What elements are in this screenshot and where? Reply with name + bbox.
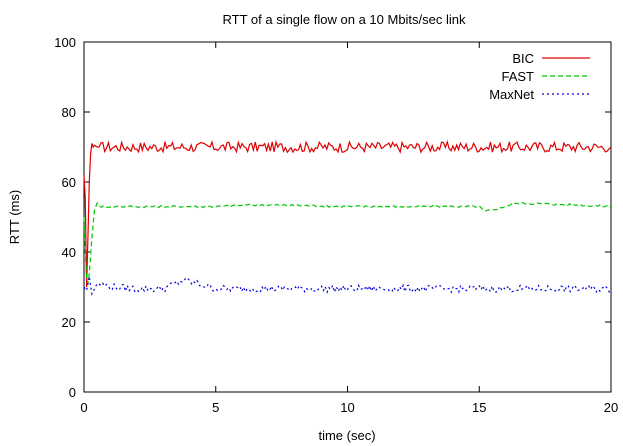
y-tick-label: 40 <box>62 245 76 260</box>
legend: BIC FAST MaxNet <box>489 51 590 102</box>
x-tick-label: 20 <box>604 400 618 415</box>
chart-title: RTT of a single flow on a 10 Mbits/sec l… <box>222 12 466 27</box>
y-tick-label: 0 <box>69 385 76 400</box>
y-tick-label: 100 <box>54 35 76 50</box>
legend-label-fast: FAST <box>501 69 534 84</box>
series-line-fast <box>83 201 612 284</box>
x-tick-label: 10 <box>340 400 354 415</box>
y-tick-label: 60 <box>62 175 76 190</box>
x-tick-label: 0 <box>80 400 87 415</box>
legend-label-bic: BIC <box>512 51 534 66</box>
x-tick-label: 5 <box>212 400 219 415</box>
y-tick-label: 20 <box>62 315 76 330</box>
legend-label-maxnet: MaxNet <box>489 87 534 102</box>
series-layer <box>83 139 612 296</box>
series-line-bic <box>83 139 612 288</box>
x-tick-label: 15 <box>472 400 486 415</box>
y-axis-label: RTT (ms) <box>7 190 22 244</box>
series-line-maxnet <box>83 276 612 296</box>
y-tick-label: 80 <box>62 105 76 120</box>
axis-ticks: 0 5 10 15 20 0 20 40 60 80 100 <box>54 35 618 415</box>
x-axis-label: time (sec) <box>318 428 375 443</box>
